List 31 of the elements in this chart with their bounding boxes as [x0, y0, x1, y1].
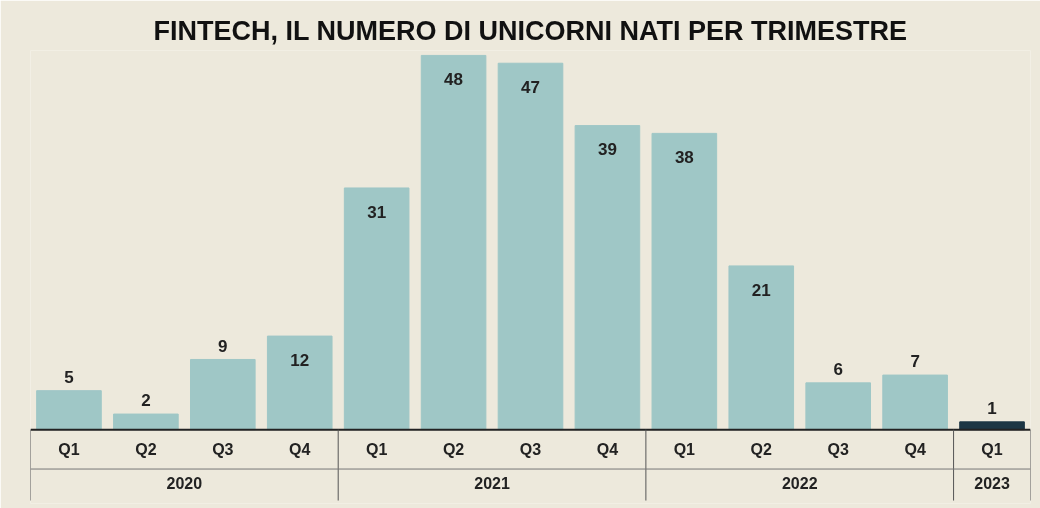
text: 2023: [974, 474, 1010, 492]
data-label: 21: [751, 280, 771, 300]
data-label: 2: [141, 391, 151, 411]
data-label: 31: [367, 202, 387, 222]
x-tick-label: Q1: [365, 441, 388, 459]
x-tick-label: Q2: [135, 441, 157, 459]
data-label: 1: [987, 398, 997, 418]
data-label: 7: [910, 352, 920, 372]
data-label: 48: [444, 70, 464, 90]
x-tick-label: Q1: [673, 441, 696, 459]
data-label: 12: [290, 350, 310, 370]
x-tick-label: Q4: [904, 441, 926, 459]
chart-title: FINTECH, IL NUMERO DI UNICORNI NATI PER TRIMESTRE: [153, 15, 908, 46]
data-label: 47: [521, 77, 540, 97]
text: 2022: [781, 474, 818, 492]
x-tick-label: Q1: [981, 441, 1003, 459]
data-label: 39: [597, 140, 617, 160]
x-tick-label: Q2: [750, 441, 773, 459]
x-tick-label: Q4: [289, 441, 311, 459]
x-tick-label: Q3: [212, 441, 234, 459]
data-label: 9: [218, 336, 228, 356]
data-label: 5: [64, 367, 74, 387]
x-tick-label: Q1: [58, 441, 80, 459]
x-tick-label: Q3: [827, 441, 849, 459]
data-label: 38: [674, 148, 694, 168]
data-label: 6: [833, 359, 843, 379]
x-tick-label: Q3: [519, 441, 542, 459]
text: 2021: [474, 474, 510, 492]
x-tick-label: Q2: [442, 441, 465, 459]
x-tick-label: Q4: [596, 441, 619, 459]
text: 2020: [166, 474, 203, 492]
